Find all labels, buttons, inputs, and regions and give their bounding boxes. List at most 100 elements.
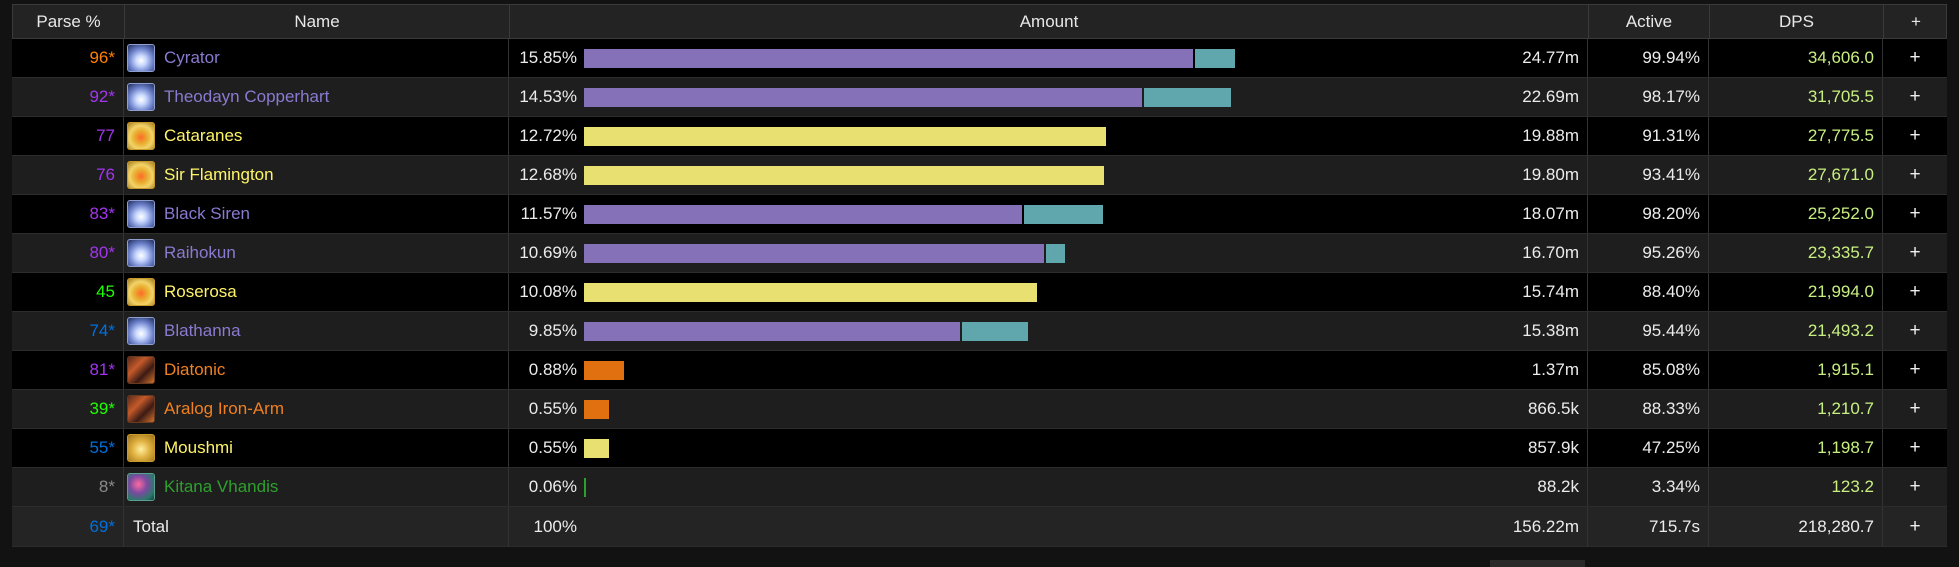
player-name-cell[interactable]: Cataranes (124, 117, 509, 155)
dps-value: 21,493.2 (1709, 312, 1883, 350)
expand-row-button[interactable]: + (1909, 125, 1921, 146)
amount-cell: 15.85% 24.77m (509, 39, 1588, 77)
player-name[interactable]: Cataranes (164, 126, 243, 145)
header-dps[interactable]: DPS (1710, 5, 1884, 38)
player-name-cell[interactable]: Black Siren (124, 195, 509, 233)
header-parse[interactable]: Parse % (13, 5, 125, 38)
expand-row-button[interactable]: + (1909, 86, 1921, 107)
parse-percent: 96* (12, 39, 124, 77)
rogue-icon (127, 122, 155, 150)
table-header: Parse % Name Amount Active DPS + (12, 4, 1947, 39)
damage-amount: 19.80m (1522, 165, 1579, 184)
warrior-icon (127, 395, 155, 423)
table-row[interactable]: 81* Diatonic 0.88% 1.37m 85.08% 1,915.1 + (12, 351, 1947, 390)
expand-row-button[interactable]: + (1909, 359, 1921, 380)
damage-bar-track (584, 439, 1297, 458)
expand-row-button[interactable]: + (1909, 281, 1921, 302)
expand-total-button[interactable]: + (1909, 515, 1921, 537)
damage-bar-track (584, 127, 1297, 146)
player-name-cell[interactable]: Sir Flamington (124, 156, 509, 194)
dps-value: 31,705.5 (1709, 78, 1883, 116)
holy-priest-icon (127, 239, 155, 267)
damage-bar (584, 283, 1037, 302)
table-row[interactable]: 77 Cataranes 12.72% 19.88m 91.31% 27,775.5 + (12, 117, 1947, 156)
damage-amount: 15.74m (1522, 282, 1579, 301)
active-percent: 3.34% (1588, 468, 1709, 506)
damage-bar-track (584, 478, 1297, 497)
expand-row-button[interactable]: + (1909, 203, 1921, 224)
table-row[interactable]: 92* Theodayn Copperhart 14.53% 22.69m 98.17%… (12, 78, 1947, 117)
player-name-cell[interactable]: Aralog Iron-Arm (124, 390, 509, 428)
damage-percent: 0.55% (528, 438, 577, 457)
player-name-cell[interactable]: Diatonic (124, 351, 509, 389)
active-percent: 85.08% (1588, 351, 1709, 389)
player-name[interactable]: Black Siren (164, 204, 250, 223)
table-row[interactable]: 55* Moushmi 0.55% 857.9k 47.25% 1,198.7 + (12, 429, 1947, 468)
damage-bar-track (584, 88, 1297, 107)
expand-row-button[interactable]: + (1909, 437, 1921, 458)
table-body: 96* Cyrator 15.85% 24.77m 99.94% 34,606.0 +92*… (12, 39, 1947, 547)
player-name[interactable]: Raihokun (164, 243, 236, 262)
player-name[interactable]: Diatonic (164, 360, 226, 379)
header-active[interactable]: Active (1589, 5, 1710, 38)
table-row[interactable]: 8* Kitana Vhandis 0.06% 88.2k 3.34% 123.2 + (12, 468, 1947, 507)
player-name[interactable]: Moushmi (164, 438, 233, 457)
parse-percent: 80* (12, 234, 124, 272)
table-row[interactable]: 39* Aralog Iron-Arm 0.55% 866.5k 88.33% 1,210… (12, 390, 1947, 429)
amount-cell: 9.85% 15.38m (509, 312, 1588, 350)
dps-value: 34,606.0 (1709, 39, 1883, 77)
player-name[interactable]: Kitana Vhandis (164, 477, 279, 496)
player-name[interactable]: Blathanna (164, 321, 241, 340)
active-percent: 99.94% (1588, 39, 1709, 77)
expand-row-button[interactable]: + (1909, 164, 1921, 185)
amount-cell: 10.08% 15.74m (509, 273, 1588, 311)
active-percent: 93.41% (1588, 156, 1709, 194)
active-percent: 95.44% (1588, 312, 1709, 350)
holy-priest-icon (127, 200, 155, 228)
table-row[interactable]: 45 Roserosa 10.08% 15.74m 88.40% 21,994.0 + (12, 273, 1947, 312)
total-dps: 218,280.7 (1709, 507, 1883, 546)
table-row[interactable]: 80* Raihokun 10.69% 16.70m 95.26% 23,335.7 + (12, 234, 1947, 273)
player-name[interactable]: Cyrator (164, 48, 220, 67)
player-name-cell[interactable]: Theodayn Copperhart (124, 78, 509, 116)
amount-cell: 12.72% 19.88m (509, 117, 1588, 155)
player-name[interactable]: Aralog Iron-Arm (164, 399, 284, 418)
player-name-cell[interactable]: Cyrator (124, 39, 509, 77)
parse-percent: 8* (12, 468, 124, 506)
damage-amount: 88.2k (1537, 477, 1579, 496)
holy-priest-icon (127, 44, 155, 72)
player-name-cell[interactable]: Kitana Vhandis (124, 468, 509, 506)
player-name-cell[interactable]: Blathanna (124, 312, 509, 350)
player-name-cell[interactable]: Roserosa (124, 273, 509, 311)
table-row[interactable]: 83* Black Siren 11.57% 18.07m 98.20% 25,252.0… (12, 195, 1947, 234)
expand-row-button[interactable]: + (1909, 398, 1921, 419)
damage-bar-track (584, 322, 1297, 341)
total-percent: 100% (533, 516, 577, 536)
expand-row-button[interactable]: + (1909, 242, 1921, 263)
amount-cell: 0.06% 88.2k (509, 468, 1588, 506)
player-name[interactable]: Theodayn Copperhart (164, 87, 330, 106)
damage-bar (584, 88, 1142, 107)
rogue-icon (127, 161, 155, 189)
expand-row-button[interactable]: + (1909, 476, 1921, 497)
dps-value: 25,252.0 (1709, 195, 1883, 233)
table-row[interactable]: 74* Blathanna 9.85% 15.38m 95.44% 21,493.2 + (12, 312, 1947, 351)
table-row[interactable]: 76 Sir Flamington 12.68% 19.80m 93.41% 27,671… (12, 156, 1947, 195)
scrollbar-stub[interactable] (1490, 560, 1585, 567)
active-percent: 91.31% (1588, 117, 1709, 155)
expand-row-button[interactable]: + (1909, 47, 1921, 68)
damage-percent: 12.68% (519, 165, 577, 184)
player-name[interactable]: Sir Flamington (164, 165, 274, 184)
expand-row-button[interactable]: + (1909, 320, 1921, 341)
header-name[interactable]: Name (125, 5, 510, 38)
header-amount[interactable]: Amount (510, 5, 1589, 38)
damage-bar (584, 400, 609, 419)
player-name[interactable]: Roserosa (164, 282, 237, 301)
header-expand-button[interactable]: + (1911, 11, 1921, 31)
damage-bar-secondary (1046, 244, 1065, 263)
player-name-cell[interactable]: Raihokun (124, 234, 509, 272)
table-row[interactable]: 96* Cyrator 15.85% 24.77m 99.94% 34,606.0 + (12, 39, 1947, 78)
amount-cell: 14.53% 22.69m (509, 78, 1588, 116)
player-name-cell[interactable]: Moushmi (124, 429, 509, 467)
damage-bar-secondary (1195, 49, 1235, 68)
